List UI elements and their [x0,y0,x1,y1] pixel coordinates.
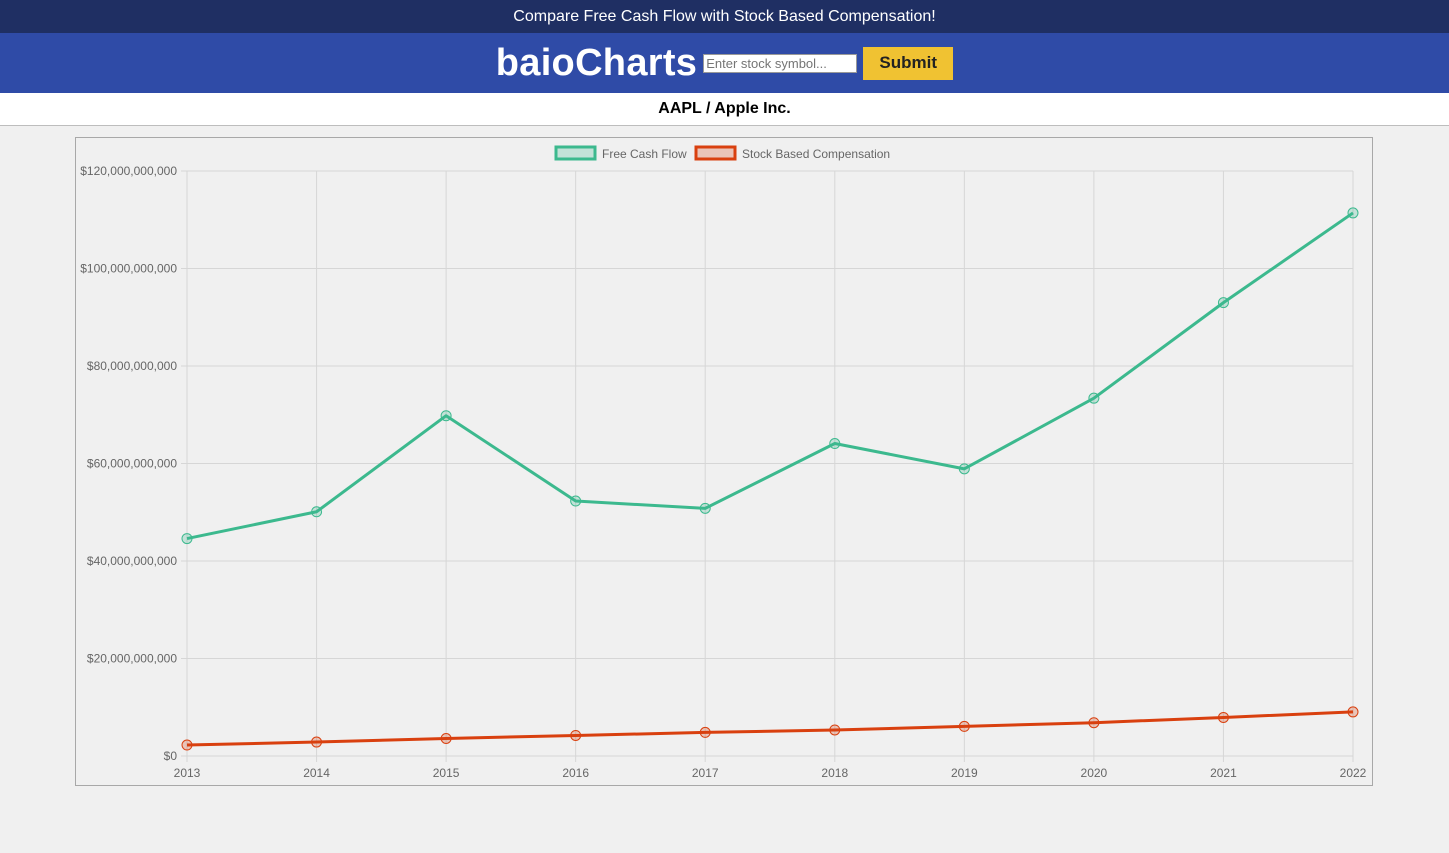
y-tick-label: $120,000,000,000 [80,164,177,178]
submit-button[interactable]: Submit [863,46,954,80]
brand-logo[interactable]: baioCharts [495,41,698,84]
data-point[interactable] [829,438,841,450]
legend-label: Free Cash Flow [602,147,687,161]
company-title: AAPL / Apple Inc. [658,100,791,117]
data-point[interactable] [699,726,711,738]
x-tick-label: 2020 [1081,766,1108,780]
data-point[interactable] [1347,207,1359,219]
data-point[interactable] [311,506,323,518]
data-point[interactable] [958,720,970,732]
y-tick-label: $100,000,000,000 [80,262,177,276]
chart-grid [181,170,1354,762]
legend-item-1[interactable]: Stock Based Compensation [694,145,890,161]
data-point[interactable] [570,495,582,507]
line-chart: $0 $20,000,000,000 $40,000,000,000 $60,000,… [80,145,1367,780]
data-point[interactable] [958,463,970,475]
y-tick-label: $0 [164,749,178,763]
chart-legend: Free Cash Flow Stock Based Compensation [554,145,890,161]
x-tick-label: 2014 [303,766,330,780]
series-line-1 [186,710,1354,747]
x-tick-label: 2021 [1210,766,1237,780]
data-point[interactable] [181,533,193,545]
x-tick-label: 2017 [692,766,719,780]
legend-item-0[interactable]: Free Cash Flow [554,145,687,161]
x-tick-label: 2022 [1340,766,1367,780]
y-tick-label: $60,000,000,000 [87,457,177,471]
x-tick-label: 2015 [433,766,460,780]
data-point[interactable] [699,502,711,514]
legend-swatch [694,145,737,161]
data-point[interactable] [440,732,452,744]
x-tick-label: 2019 [951,766,978,780]
data-point[interactable] [1217,297,1229,309]
data-point[interactable] [181,739,193,751]
series-lines [181,207,1359,751]
stock-symbol-input[interactable] [703,53,858,73]
header: baioCharts Submit [0,33,1449,93]
data-point[interactable] [1088,717,1100,729]
legend-label: Stock Based Compensation [742,147,890,161]
x-axis: 2013 2014 2015 2016 2017 2018 2019 2020 2021 2022 [174,766,1367,780]
top-banner: Compare Free Cash Flow with Stock Based … [0,0,1449,33]
data-point[interactable] [1217,711,1229,723]
data-point[interactable] [311,736,323,748]
legend-swatch [554,145,597,161]
y-tick-label: $20,000,000,000 [87,652,177,666]
data-point[interactable] [829,724,841,736]
data-point[interactable] [570,729,582,741]
y-axis: $0 $20,000,000,000 $40,000,000,000 $60,000,… [80,164,177,763]
x-tick-label: 2018 [821,766,848,780]
chart-container: $0 $20,000,000,000 $40,000,000,000 $60,000,… [75,137,1373,786]
company-subtitle-bar: AAPL / Apple Inc. [0,93,1449,126]
data-point[interactable] [1088,392,1100,404]
x-tick-label: 2016 [562,766,589,780]
data-point[interactable] [1347,706,1359,718]
series-line-0 [186,211,1354,541]
banner-text: Compare Free Cash Flow with Stock Based … [513,7,936,25]
y-tick-label: $40,000,000,000 [87,554,177,568]
y-tick-label: $80,000,000,000 [87,359,177,373]
x-tick-label: 2013 [174,766,201,780]
data-point[interactable] [440,410,452,422]
